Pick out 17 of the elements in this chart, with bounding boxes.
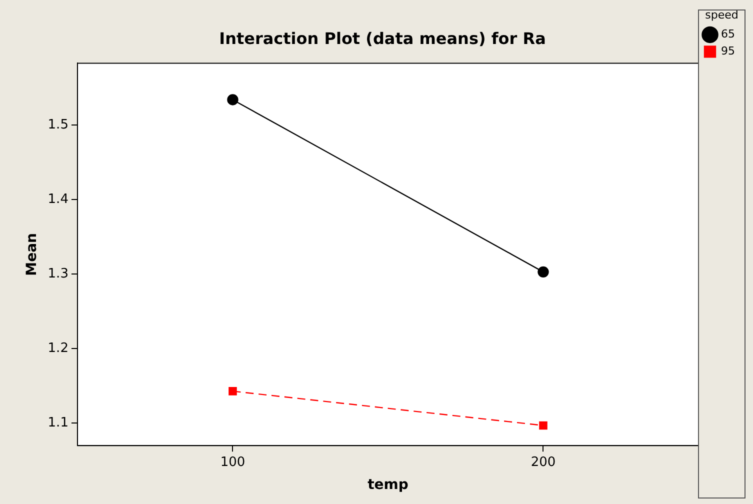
legend-label: 65 — [721, 28, 736, 41]
x-tick-label: 100 — [220, 454, 246, 470]
y-tick-label: 1.5 — [48, 117, 68, 132]
x-axis-title: temp — [368, 477, 408, 494]
y-tick-label: 1.3 — [48, 266, 68, 282]
point — [227, 94, 238, 106]
point — [539, 421, 548, 430]
y-tick-label: 1.1 — [48, 416, 68, 431]
legend-label: 95 — [721, 44, 736, 58]
x-tick-label: 200 — [530, 454, 556, 470]
y-tick-label: 1.2 — [48, 341, 68, 356]
y-axis-title: Mean — [24, 232, 40, 276]
y-tick-label: 1.4 — [48, 192, 68, 207]
point — [538, 266, 549, 278]
legend-title: speed — [705, 8, 738, 22]
point — [228, 387, 237, 396]
chart-title: Interaction Plot (data means) for Ra — [219, 28, 546, 48]
